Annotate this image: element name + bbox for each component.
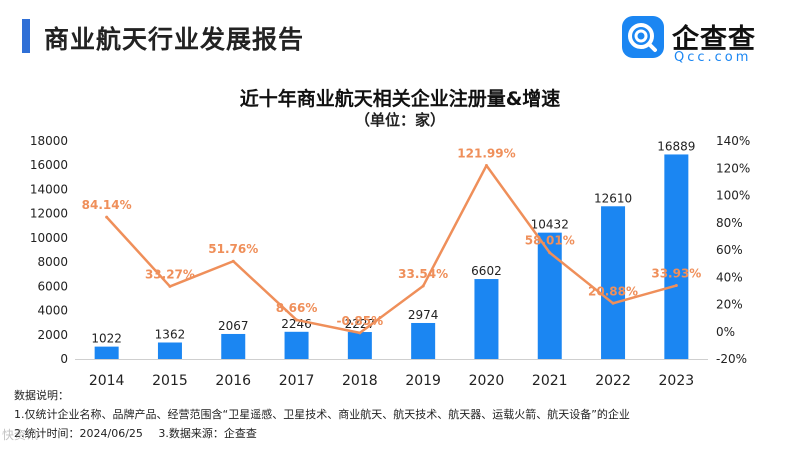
growth-rate-label: 84.14%	[82, 198, 132, 212]
x-tick-label: 2018	[342, 373, 378, 389]
growth-rate-line	[105, 164, 677, 335]
bar	[664, 154, 689, 359]
growth-rate-point	[421, 284, 425, 288]
growth-rate-label: 20.88%	[588, 284, 638, 298]
bar-value-label: 2974	[408, 308, 439, 322]
qcc-logo-icon	[622, 16, 664, 58]
x-tick-label: 2016	[215, 373, 251, 389]
y-right-tick-label: 140%	[716, 134, 750, 148]
growth-rate-label: 51.76%	[208, 242, 258, 256]
watermark: 快资讯	[2, 428, 39, 442]
y-right-tick-label: 120%	[716, 161, 750, 175]
x-tick-label: 2020	[469, 373, 505, 389]
notes-line-2: 2.统计时间：2024/06/25 3.数据来源：企查查	[14, 424, 630, 443]
growth-rate-label: 121.99%	[457, 147, 515, 161]
y-left-tick-label: 14000	[30, 182, 68, 196]
logo-domain: Qcc.com	[674, 50, 752, 65]
bar	[221, 333, 246, 359]
x-tick-label: 2019	[405, 373, 441, 389]
growth-rate-label: -0.85%	[337, 314, 384, 328]
x-tick-label: 2022	[595, 373, 631, 389]
bar-value-label: 1362	[155, 328, 186, 342]
growth-rate-label: 58.01%	[525, 234, 575, 248]
data-notes: 数据说明： 1.仅统计企业名称、品牌产品、经营范围含“卫星遥感、卫星技术、商业航…	[14, 386, 630, 443]
growth-rate-point	[611, 301, 615, 305]
growth-rate-point	[674, 284, 678, 288]
y-left-tick-label: 4000	[37, 304, 68, 318]
bar-value-label: 2067	[218, 319, 249, 333]
y-left-tick-label: 0	[60, 352, 68, 366]
bar-value-label: 6602	[471, 264, 502, 278]
x-tick-label: 2021	[532, 373, 568, 389]
bar-value-label: 12610	[594, 191, 632, 205]
bar	[474, 279, 499, 359]
growth-rate-point	[168, 284, 172, 288]
notes-heading: 数据说明：	[14, 389, 69, 402]
bar-value-label: 1022	[91, 332, 122, 346]
y-right-tick-label: 40%	[716, 270, 743, 284]
growth-rate-point	[484, 164, 488, 168]
y-right-tick-label: 100%	[716, 189, 750, 203]
y-left-tick-label: 18000	[30, 134, 68, 148]
growth-rate-point	[295, 318, 299, 322]
logo-name: 企查查	[672, 24, 756, 55]
bar	[347, 332, 372, 359]
growth-rate-label: 33.54%	[398, 267, 448, 281]
chart-subtitle: （单位：家）	[354, 111, 445, 129]
bar	[601, 206, 626, 359]
y-right-tick-label: 60%	[716, 243, 743, 257]
y-left-tick-label: 8000	[37, 255, 68, 269]
bar-value-label: 10432	[531, 218, 569, 232]
bar	[411, 322, 436, 359]
bar	[284, 331, 309, 359]
notes-line-1: 1.仅统计企业名称、品牌产品、经营范围含“卫星遥感、卫星技术、商业航天、航天技术…	[14, 408, 630, 421]
y-left-tick-label: 16000	[30, 158, 68, 172]
header-accent-bar	[22, 19, 30, 53]
x-tick-label: 2023	[659, 373, 695, 389]
x-tick-label: 2015	[152, 373, 188, 389]
growth-rate-label: 33.93%	[651, 267, 701, 281]
growth-rate-point	[231, 259, 235, 263]
y-left-tick-label: 2000	[37, 328, 68, 342]
growth-rate-point	[548, 251, 552, 255]
y-right-tick-label: -20%	[716, 352, 747, 366]
y-right-tick-label: 0%	[716, 325, 735, 339]
x-tick-label: 2014	[89, 373, 125, 389]
y-left-tick-label: 12000	[30, 207, 68, 221]
growth-rate-label: 33.27%	[145, 267, 195, 281]
growth-rate-point	[105, 215, 109, 219]
x-tick-label: 2017	[279, 373, 315, 389]
chart-title: 近十年商业航天相关企业注册量&增速	[239, 88, 561, 110]
y-right-tick-label: 20%	[716, 298, 743, 312]
page-title: 商业航天行业发展报告	[44, 25, 305, 54]
y-left-tick-label: 6000	[37, 279, 68, 293]
brand-logo: 企查查 Qcc.com	[622, 16, 782, 68]
notes-date: 2.统计时间：2024/06/25	[14, 427, 143, 440]
bar	[157, 342, 182, 359]
notes-source: 3.数据来源：企查查	[158, 427, 257, 440]
bar	[94, 346, 119, 359]
growth-rate-label: 8.66%	[276, 301, 318, 315]
bar-value-label: 16889	[657, 139, 695, 153]
y-right-tick-label: 80%	[716, 216, 743, 230]
growth-rate-point	[358, 331, 362, 335]
y-left-tick-label: 10000	[30, 231, 68, 245]
